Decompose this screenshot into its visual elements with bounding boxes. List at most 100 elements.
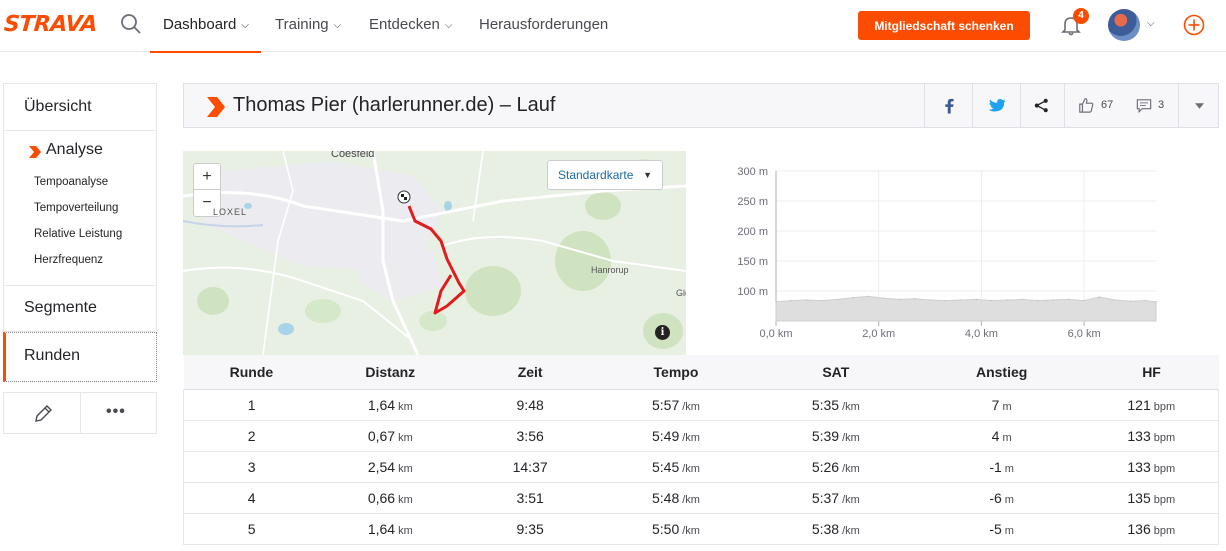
cell-elevation-unit: m: [1004, 462, 1014, 475]
actions-dropdown[interactable]: [1178, 84, 1218, 127]
comments-button[interactable]: 3: [1124, 84, 1178, 127]
sidebar-item-analysis[interactable]: Analyse: [46, 141, 103, 158]
elevation-point: [852, 296, 854, 299]
cell-elevation: -1 m: [918, 451, 1085, 483]
column-header-distance[interactable]: Distanz: [319, 355, 462, 390]
cell-time: 9:35: [461, 513, 600, 545]
elevation-chart[interactable]: 300 m 250 m 200 m 150 m 100 m 0,0 km 2,0 km 4,0…: [686, 151, 1219, 355]
kudos-button[interactable]: 67: [1064, 84, 1124, 127]
column-header-heart-rate[interactable]: HF: [1084, 355, 1219, 390]
map-type-select[interactable]: Standardkarte ▼: [547, 160, 663, 190]
elevation-point: [836, 298, 839, 301]
cell-elevation-value: 4: [991, 427, 1000, 444]
table-row[interactable]: 4 0,66 km 3:51 5:48/km 5:37/km -6 m 135 bpm: [183, 482, 1219, 514]
comment-count: 3: [1158, 99, 1165, 111]
nav-dashboard[interactable]: Dashboard ⌵: [150, 0, 261, 53]
map-label-hanrorup: Hanrorup: [591, 265, 629, 275]
more-options-icon[interactable]: •••: [106, 403, 126, 420]
cell-pace-value: 5:45: [651, 458, 680, 475]
elevation-point: [1129, 300, 1132, 302]
bell-icon[interactable]: [1060, 14, 1082, 36]
cell-lap: 3: [183, 451, 320, 483]
elevation-point: [1083, 299, 1085, 302]
cell-lap: 2: [183, 420, 320, 452]
cell-time: 3:56: [461, 420, 600, 452]
cell-heart-rate-unit: bpm: [1153, 431, 1176, 444]
sidebar-item-pace-analysis[interactable]: Tempoanalyse: [34, 176, 109, 188]
cell-gap: 5:37/km: [752, 482, 919, 514]
top-navigation: STRAVA Dashboard ⌵ Training ⌵ Entdecken ⌵ H…: [0, 0, 1226, 53]
cell-heart-rate-value: 133: [1127, 427, 1151, 444]
zoom-out-button[interactable]: −: [202, 194, 212, 211]
search-icon[interactable]: [120, 13, 142, 35]
column-header-lap[interactable]: Runde: [183, 355, 320, 390]
sidebar-item-pace-distribution[interactable]: Tempoverteilung: [34, 202, 119, 214]
cell-gap: 5:38/km: [752, 513, 919, 545]
twitter-share-button[interactable]: [972, 84, 1020, 127]
cell-distance: 1,64 km: [319, 389, 462, 421]
share-button[interactable]: [1020, 84, 1064, 127]
y-tick-label: 200 m: [737, 226, 768, 238]
cell-distance: 2,54 km: [319, 451, 462, 483]
cell-pace: 5:48/km: [599, 482, 753, 514]
table-header-row: Runde Distanz Zeit Tempo SAT Anstieg HF: [183, 355, 1219, 390]
cell-gap: 5:26/km: [752, 451, 919, 483]
sidebar-item-overview[interactable]: Übersicht: [3, 83, 157, 131]
column-header-elevation[interactable]: Anstieg: [918, 355, 1085, 390]
sidebar-item-laps[interactable]: Runden: [3, 332, 157, 382]
x-tick-label: 0,0 km: [759, 328, 792, 340]
x-tick-label: 2,0 km: [862, 328, 895, 340]
sidebar-section-analysis: Analyse Tempoanalyse Tempoverteilung Rel…: [3, 131, 157, 286]
cell-pace-unit: /km: [682, 493, 700, 506]
map-label-edge: Gle: [676, 288, 686, 298]
facebook-share-button[interactable]: [924, 84, 972, 127]
chevron-down-icon: ⌵: [241, 20, 249, 31]
cell-elevation-unit: m: [1004, 493, 1014, 506]
nav-training[interactable]: Training ⌵: [275, 0, 341, 52]
cell-distance-unit: km: [398, 493, 413, 506]
elevation-point: [867, 295, 870, 298]
column-header-gap[interactable]: SAT: [752, 355, 919, 390]
table-row[interactable]: 3 2,54 km 14:37 5:45/km 5:26/km -1 m 133 bpm: [183, 451, 1219, 483]
cell-time: 14:37: [461, 451, 600, 483]
column-header-time[interactable]: Zeit: [461, 355, 600, 390]
chevron-down-icon[interactable]: ⌵: [1147, 18, 1155, 29]
nav-challenges[interactable]: Herausforderungen: [479, 16, 609, 33]
sidebar-item-label: Übersicht: [24, 98, 92, 115]
cell-lap-value: 5: [247, 520, 256, 537]
table-row[interactable]: 1 1,64 km 9:48 5:57/km 5:35/km 7 m 121 bpm: [183, 389, 1219, 421]
table-row[interactable]: 5 1,64 km 9:35 5:50/km 5:38/km -5 m 136 bpm: [183, 513, 1219, 545]
info-icon[interactable]: i: [655, 325, 670, 340]
elevation-point: [1114, 299, 1116, 301]
cell-heart-rate: 133 bpm: [1084, 420, 1219, 452]
avatar[interactable]: [1108, 9, 1140, 41]
x-tick-label: 4,0 km: [965, 328, 998, 340]
cell-gap: 5:39/km: [752, 420, 919, 452]
sidebar-item-label: Runden: [24, 347, 81, 364]
sidebar-item-relative-effort[interactable]: Relative Leistung: [34, 228, 123, 240]
cell-distance-value: 0,66: [367, 489, 396, 506]
nav-explore[interactable]: Entdecken ⌵: [369, 0, 452, 52]
pencil-icon[interactable]: [32, 403, 54, 425]
elevation-point: [1021, 298, 1024, 301]
table-row[interactable]: 2 0,67 km 3:56 5:49/km 5:39/km 4 m 133 bpm: [183, 420, 1219, 452]
chevron-down-icon: ⌵: [333, 20, 342, 31]
add-activity-icon[interactable]: [1183, 14, 1205, 36]
cell-elevation: -5 m: [918, 513, 1085, 545]
sidebar-item-segments[interactable]: Segmente: [3, 286, 157, 332]
y-tick-label: 100 m: [737, 286, 768, 298]
elevation-point: [975, 298, 978, 301]
column-header-pace[interactable]: Tempo: [599, 355, 753, 390]
divider: [80, 393, 81, 433]
zoom-in-button[interactable]: +: [194, 164, 220, 190]
cell-gap-value: 5:39: [811, 427, 840, 444]
route-map[interactable]: + − Standardkarte ▼ Coesfeld LOXEL Hanror…: [183, 151, 686, 355]
gift-membership-button[interactable]: Mitgliedschaft schenken: [858, 11, 1030, 40]
strava-logo[interactable]: STRAVA: [3, 12, 98, 37]
cell-heart-rate-value: 135: [1127, 489, 1151, 506]
sidebar-tools: •••: [3, 392, 157, 434]
cell-gap-value: 5:35: [811, 396, 840, 413]
cell-gap-unit: /km: [842, 493, 860, 506]
caret-down-icon: ▼: [643, 170, 652, 180]
sidebar-item-heart-rate[interactable]: Herzfrequenz: [34, 254, 104, 266]
